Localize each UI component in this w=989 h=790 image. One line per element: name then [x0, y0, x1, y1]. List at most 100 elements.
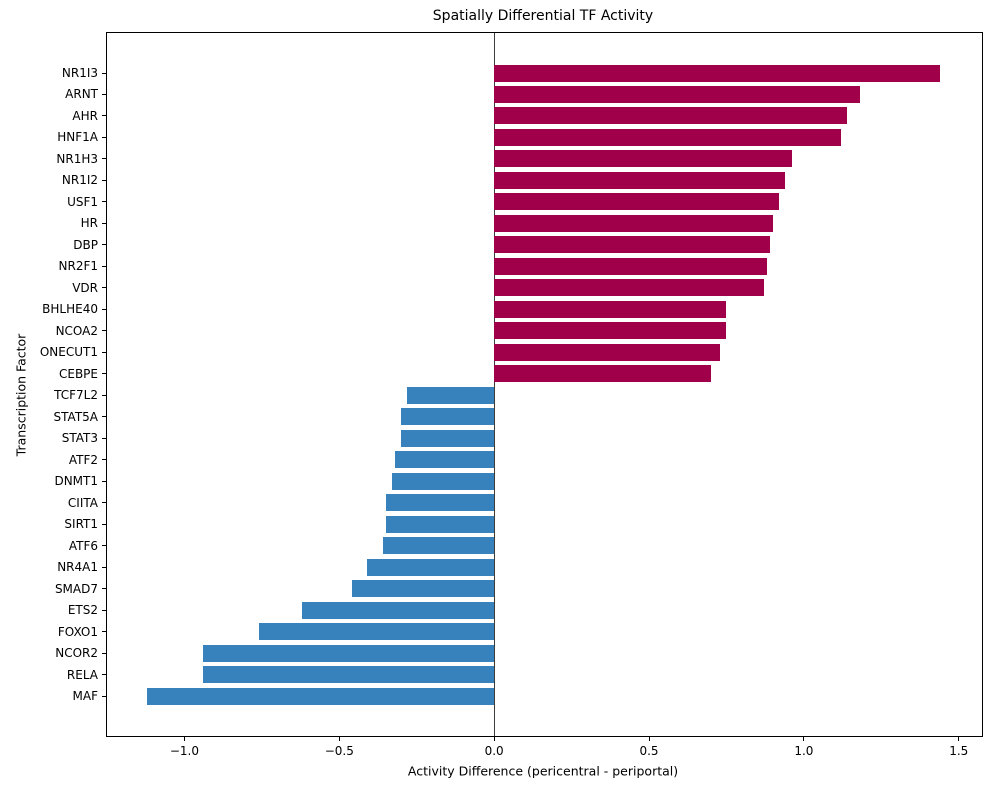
x-tick: [338, 737, 340, 741]
bar-vdr: [494, 279, 764, 297]
bar-maf: [147, 687, 495, 705]
bar-nr2f1: [494, 257, 767, 275]
y-tick: [102, 179, 106, 181]
y-tick-label-stat3: STAT3: [61, 431, 98, 446]
x-tick: [958, 737, 960, 741]
y-tick: [102, 201, 106, 203]
x-tick-label: 0.5: [639, 744, 659, 758]
y-tick-label-vdr: VDR: [72, 280, 98, 295]
x-tick: [493, 737, 495, 741]
y-tick-label-hnf1a: HNF1A: [57, 130, 98, 145]
bar-ncor2: [203, 644, 495, 662]
zero-reference-line: [493, 33, 495, 736]
y-tick-label-nr1i2: NR1I2: [61, 173, 98, 188]
y-tick: [102, 287, 106, 289]
chart-title: Spatially Differential TF Activity: [432, 8, 654, 24]
bar-ahr: [494, 107, 848, 125]
bar-tcf7l2: [407, 386, 495, 404]
y-tick-label-maf: MAF: [72, 689, 98, 703]
y-tick: [102, 158, 106, 160]
y-tick-label-ciita: CIITA: [67, 495, 98, 510]
bar-nr4a1: [367, 558, 495, 576]
x-tick-label: 0.0: [484, 744, 504, 758]
y-tick-label-sirt1: SIRT1: [64, 517, 98, 532]
bar-atf6: [382, 537, 495, 555]
y-tick: [102, 222, 106, 224]
y-tick: [102, 631, 106, 633]
y-axis-label: Transcription Factor: [13, 333, 29, 457]
y-tick-label-onecut1: ONECUT1: [39, 345, 98, 360]
y-tick-label-dnmt1: DNMT1: [54, 474, 98, 489]
y-tick: [102, 566, 106, 568]
y-tick-label-smad7: SMAD7: [54, 581, 98, 596]
bar-ciita: [385, 494, 495, 512]
y-tick-label-foxo1: FOXO1: [57, 624, 98, 639]
y-tick: [102, 72, 106, 74]
y-tick-label-atf2: ATF2: [68, 452, 98, 467]
y-tick: [102, 136, 106, 138]
y-tick-label-rela: RELA: [66, 667, 98, 682]
y-tick-label-nr2f1: NR2F1: [58, 259, 99, 274]
y-tick-label-stat5a: STAT5A: [53, 409, 98, 424]
y-tick: [102, 459, 106, 461]
y-tick-label-tcf7l2: TCF7L2: [54, 388, 98, 403]
y-tick: [102, 523, 106, 525]
y-tick: [102, 394, 106, 396]
y-tick-label-ncor2: NCOR2: [55, 646, 98, 661]
y-tick: [102, 330, 106, 332]
y-tick: [102, 308, 106, 310]
y-tick-label-usf1: USF1: [67, 194, 98, 209]
y-tick: [102, 265, 106, 267]
bar-arnt: [494, 85, 860, 103]
y-tick: [102, 115, 106, 117]
x-tick-label: 1.0: [794, 744, 814, 758]
bar-stat3: [401, 429, 495, 447]
bar-ncoa2: [494, 322, 727, 340]
y-tick: [102, 437, 106, 439]
bar-nr1i2: [494, 171, 786, 189]
y-tick: [102, 502, 106, 504]
x-tick: [648, 737, 650, 741]
y-tick-label-dbp: DBP: [73, 237, 98, 252]
y-tick: [102, 609, 106, 611]
x-tick-label: −1.0: [169, 744, 199, 758]
x-tick-label: −0.5: [324, 744, 354, 758]
bar-ets2: [302, 601, 495, 619]
bar-cebpe: [494, 365, 711, 383]
bar-atf2: [395, 451, 495, 469]
y-tick-label-nr1h3: NR1H3: [56, 151, 98, 166]
bar-dbp: [494, 236, 770, 254]
y-tick-label-bhlhe40: BHLHE40: [42, 302, 98, 317]
bar-sirt1: [385, 515, 495, 533]
bar-rela: [203, 666, 495, 684]
bar-nr1i3: [494, 64, 941, 82]
y-tick: [102, 93, 106, 95]
y-tick-label-ahr: AHR: [72, 108, 98, 123]
y-tick: [102, 674, 106, 676]
bar-stat5a: [401, 408, 495, 426]
y-tick-label-nr4a1: NR4A1: [57, 560, 98, 575]
y-tick: [102, 244, 106, 246]
bar-foxo1: [258, 623, 495, 641]
x-tick-label: 1.5: [949, 744, 969, 758]
bar-usf1: [494, 193, 780, 211]
bar-onecut1: [494, 343, 721, 361]
x-tick: [803, 737, 805, 741]
y-tick: [102, 416, 106, 418]
y-tick-label-ets2: ETS2: [67, 603, 98, 618]
bar-dnmt1: [391, 472, 495, 490]
y-tick-label-ncoa2: NCOA2: [55, 323, 98, 338]
bar-hnf1a: [494, 128, 842, 146]
bar-hr: [494, 214, 773, 232]
y-tick-label-atf6: ATF6: [68, 538, 98, 553]
y-tick-label-arnt: ARNT: [65, 87, 98, 102]
y-tick-label-cebpe: CEBPE: [58, 366, 98, 381]
y-tick: [102, 373, 106, 375]
plot-area: NR1I3 ARNT AHR HNF1A NR1H3 NR1I2 USF1 HR DBP NR2F…: [40, 32, 983, 758]
y-tick: [102, 545, 106, 547]
x-tick: [183, 737, 185, 741]
bar-smad7: [351, 580, 495, 598]
bar-nr1h3: [494, 150, 792, 168]
y-tick: [102, 480, 106, 482]
